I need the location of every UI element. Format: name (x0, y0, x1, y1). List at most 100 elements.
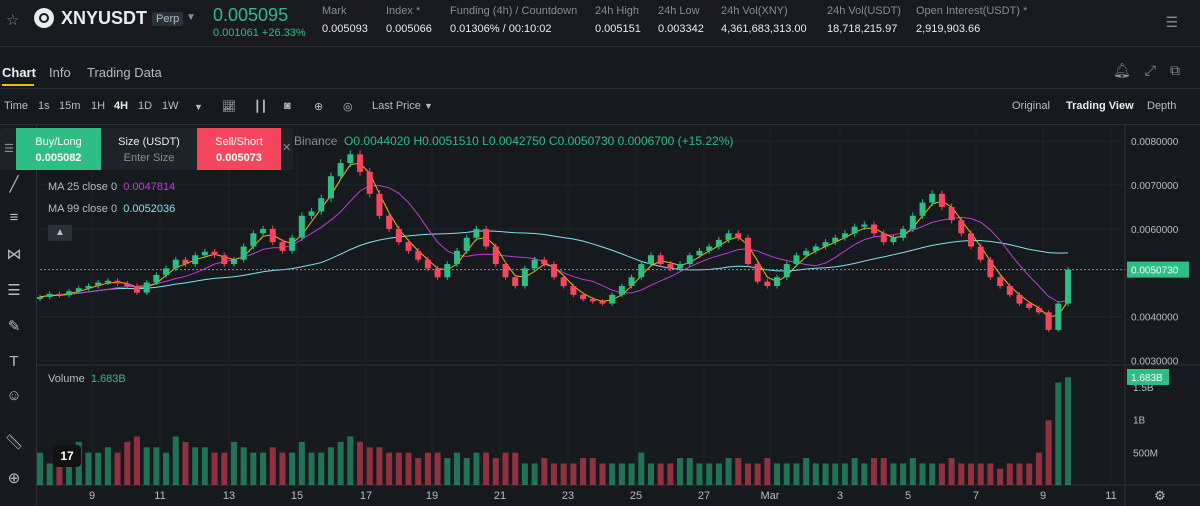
volume-bar (1035, 452, 1042, 485)
candle-body (1006, 286, 1013, 295)
volume-bar (560, 463, 567, 485)
volume-value: 1.683B (90, 373, 126, 385)
price-tick-label: 0.0070000 (1131, 181, 1179, 192)
candle-body (1016, 294, 1023, 304)
candle-body (153, 275, 160, 283)
pattern-icon[interactable]: ⋈ (6, 246, 22, 263)
bell-icon[interactable]: 🔔︎ (1113, 62, 1131, 78)
tab-chart[interactable]: Chart (2, 65, 36, 80)
collapse-legend-button[interactable]: ▲ (48, 225, 72, 241)
horizontal-lines-icon[interactable]: ≡ (9, 209, 19, 226)
emoji-icon[interactable]: ☺ (6, 387, 22, 404)
interval-4h[interactable]: 4H (114, 100, 129, 112)
vol-base-24h: 24h Vol(XNY) 4,361,683,313.00 (721, 5, 807, 35)
volume-tick-label: 1.5B (1133, 383, 1154, 394)
volume-bar (386, 452, 393, 485)
time-tick-label: 3 (837, 490, 843, 502)
ticker-header: ☆ XNYUSDT Perp ▼ 0.005095 0.001061 +26.3… (0, 0, 1200, 47)
chart-type-icon[interactable]: 📈︎ (222, 101, 236, 113)
volume-bar (357, 441, 364, 485)
volume-bar (250, 452, 257, 485)
chevron-down-icon[interactable]: ▼ (186, 12, 196, 23)
camera-icon[interactable]: ◙ (284, 100, 291, 112)
mark-price: Mark 0.005093 (322, 5, 368, 35)
ruler-icon[interactable]: 📏︎ (4, 434, 24, 451)
current-price-tag (1127, 261, 1189, 278)
favorite-star-icon[interactable]: ☆ (6, 12, 20, 29)
stat-value: 0.005066 (386, 23, 432, 35)
volume-bar (774, 463, 781, 485)
price-tick-label: 0.0040000 (1131, 313, 1179, 324)
volume-bar (909, 458, 916, 485)
zoom-in-icon[interactable]: ⊕ (7, 470, 21, 487)
candle-body (269, 228, 276, 243)
candle-body (483, 228, 490, 247)
symbol-name[interactable]: XNYUSDT (61, 8, 148, 28)
candle-body (337, 163, 344, 177)
candle-body (444, 264, 451, 278)
interval-1h[interactable]: 1H (91, 100, 106, 112)
candle-body (182, 259, 189, 265)
candle-body (376, 193, 383, 216)
candles-icon[interactable]: ┃┃ (254, 101, 268, 113)
volume-bar (85, 452, 92, 485)
drag-handle-icon[interactable]: ☰ (4, 143, 14, 155)
candle-body (1065, 269, 1071, 304)
view-original[interactable]: Original (1012, 100, 1050, 112)
volume-bar (570, 463, 577, 485)
candle-body (66, 291, 73, 296)
volume-label: Volume (48, 373, 85, 385)
view-trading-view[interactable]: Trading View (1066, 100, 1134, 112)
layout-icon[interactable]: ⧉ (1170, 62, 1180, 78)
volume-bar (938, 463, 945, 485)
settings-icon[interactable]: ◎ (343, 101, 353, 113)
trend-line-icon[interactable]: ╱ (9, 176, 19, 193)
time-tick-label: 9 (1040, 490, 1046, 502)
interval-1d[interactable]: 1D (138, 100, 153, 112)
volume-bar (783, 463, 790, 485)
expand-icon[interactable]: ⤢ (1144, 62, 1156, 78)
interval-1s[interactable]: 1s (38, 100, 50, 112)
candle-body (977, 246, 984, 260)
size-input[interactable]: Size (USDT) Enter Size (101, 128, 197, 170)
volume-bar (1045, 420, 1052, 485)
volume-bar (715, 463, 722, 485)
current-price-tag-text: 0.0050730 (1131, 266, 1179, 277)
interval-dropdown-icon[interactable]: ▼ (194, 102, 203, 112)
interval-1w[interactable]: 1W (162, 100, 179, 112)
menu-icon[interactable]: ☰ (1165, 14, 1178, 30)
volume-bar (66, 458, 73, 485)
volume-bar (696, 463, 703, 485)
stat-value: 0.005093 (322, 23, 368, 35)
sell-short-button[interactable]: Sell/Short 0.005073 (197, 128, 281, 170)
close-icon[interactable]: ✕ (282, 142, 292, 154)
contract-type-badge: Perp (152, 12, 184, 26)
candle-body (609, 294, 616, 304)
volume-bar (521, 463, 528, 485)
volume-tick-label: 1B (1133, 416, 1146, 427)
add-indicator-icon[interactable]: ⊕ (314, 101, 324, 113)
volume-bar (667, 463, 674, 485)
volume-bar (192, 447, 199, 485)
candle-body (599, 301, 606, 304)
fib-icon[interactable]: ☰ (7, 282, 21, 299)
buy-long-button[interactable]: Buy/Long 0.005082 (16, 128, 101, 170)
candle-body (279, 242, 286, 251)
volume-bar (589, 458, 596, 485)
candle-body (909, 215, 916, 229)
candle-body (686, 255, 693, 265)
candle-body (657, 255, 664, 265)
brush-icon[interactable]: ✎ (7, 318, 21, 335)
tab-info[interactable]: Info (49, 65, 71, 80)
chart-actions: 🔔︎ ⤢ ⧉ (1099, 62, 1180, 79)
price-tick-label: 0.0030000 (1131, 357, 1179, 368)
settings-gear-icon: ⚙ (1154, 489, 1166, 504)
text-icon[interactable]: T (9, 353, 19, 370)
interval-15m[interactable]: 15m (59, 100, 81, 112)
ohlc-legend: Binance O0.0044020 H0.0051510 L0.0042750… (294, 134, 733, 148)
tab-trading-data[interactable]: Trading Data (87, 65, 162, 80)
price-type-select[interactable]: Last Price ▼ (372, 100, 433, 112)
view-depth[interactable]: Depth (1147, 100, 1177, 112)
ma25-label: MA 25 close 0 (48, 181, 118, 193)
